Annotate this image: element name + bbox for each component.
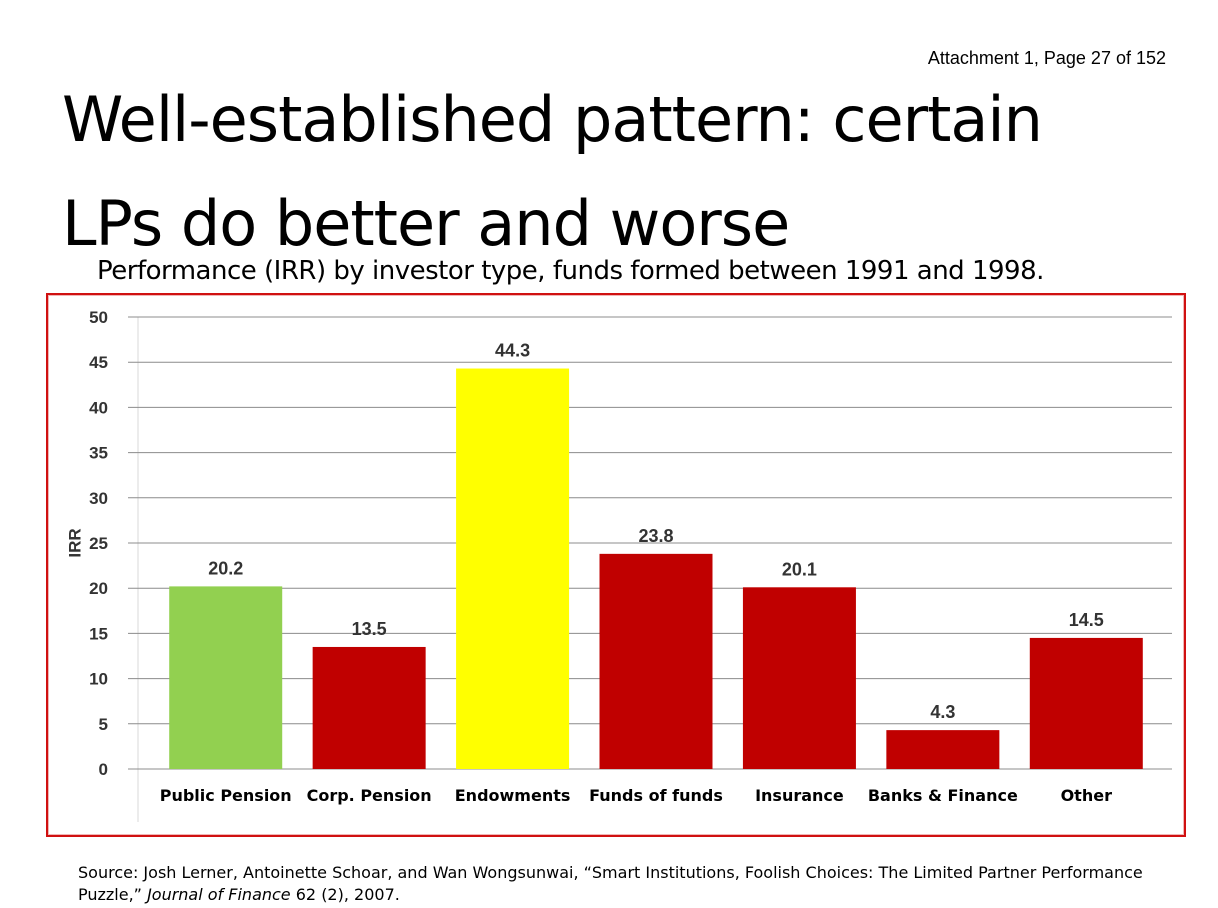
data-labels: 20.2 13.5 44.3 23.8 20.1 4.3 14.5 bbox=[208, 341, 1104, 723]
source-suffix: 62 (2), 2007. bbox=[290, 885, 400, 904]
data-label: 13.5 bbox=[352, 619, 387, 639]
y-tick-label: 20 bbox=[89, 579, 108, 598]
y-tick-label: 10 bbox=[89, 670, 108, 689]
y-tick-label: 0 bbox=[99, 760, 108, 779]
bar bbox=[312, 646, 426, 769]
category-label: Insurance bbox=[755, 786, 844, 805]
y-tick-label: 35 bbox=[89, 444, 108, 463]
bar bbox=[599, 553, 713, 769]
y-tick-label: 5 bbox=[99, 715, 108, 734]
bar bbox=[742, 587, 856, 769]
slide-title-line-2: LPs do better and worse bbox=[62, 187, 790, 260]
category-labels: Public Pension Corp. Pension Endowments Fun… bbox=[160, 786, 1112, 805]
category-label: Corp. Pension bbox=[307, 786, 432, 805]
y-axis-title: IRR bbox=[65, 528, 84, 557]
slide-title-line-1: Well-established pattern: certain bbox=[62, 83, 1043, 156]
source-text: Source: Josh Lerner, Antoinette Schoar, … bbox=[78, 863, 1143, 904]
data-label: 14.5 bbox=[1069, 610, 1104, 630]
bar bbox=[1029, 637, 1143, 769]
data-label: 4.3 bbox=[930, 702, 955, 722]
slide-title: Well-established pattern: certain LPs do… bbox=[62, 68, 1162, 276]
data-label: 20.1 bbox=[782, 559, 817, 579]
category-label: Public Pension bbox=[160, 786, 292, 805]
source-citation: Source: Josh Lerner, Antoinette Schoar, … bbox=[78, 862, 1178, 906]
chart-frame bbox=[46, 293, 1186, 837]
y-tick-label: 40 bbox=[89, 398, 108, 417]
y-tick-label: 30 bbox=[89, 489, 108, 508]
data-label: 20.2 bbox=[208, 558, 243, 578]
y-tick-label: 50 bbox=[89, 308, 108, 327]
chart-subtitle: Performance (IRR) by investor type, fund… bbox=[97, 256, 1044, 286]
bar bbox=[456, 368, 570, 769]
bar bbox=[169, 586, 283, 769]
source-journal: Journal of Finance bbox=[147, 885, 291, 904]
category-label: Banks & Finance bbox=[868, 786, 1018, 805]
bar bbox=[886, 730, 1000, 769]
category-label: Funds of funds bbox=[589, 786, 723, 805]
data-label: 44.3 bbox=[495, 341, 530, 361]
category-label: Endowments bbox=[455, 786, 571, 805]
y-tick-labels: 0 5 10 15 20 25 30 35 40 45 50 bbox=[89, 308, 108, 779]
y-tick-label: 15 bbox=[89, 624, 108, 643]
bars bbox=[169, 368, 1143, 769]
y-tick-label: 45 bbox=[89, 353, 108, 372]
category-label: Other bbox=[1061, 786, 1112, 805]
page-attachment-label: Attachment 1, Page 27 of 152 bbox=[927, 48, 1166, 68]
y-tick-label: 25 bbox=[89, 534, 108, 553]
data-label: 23.8 bbox=[638, 526, 673, 546]
